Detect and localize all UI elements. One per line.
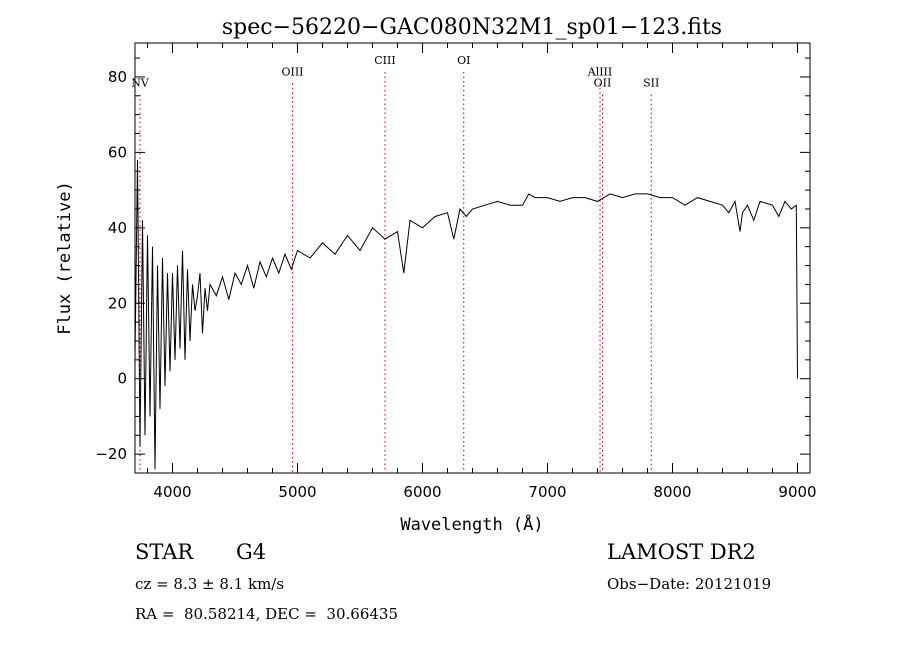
y-tick-label: 0 [117,370,127,388]
object-subclass: G4 [236,540,267,564]
coordinates: RA = 80.58214, DEC = 30.66435 [135,605,399,623]
y-axis-tick-labels: −20 0 20 40 60 80 [95,68,127,463]
y-axis-label: Flux (relative) [55,181,75,335]
plot-frame [134,42,811,474]
redshift-cz: cz = 8.3 ± 8.1 km/s [135,575,285,593]
spectral-line-label: NV [131,77,150,90]
spectral-line-label: OIII [281,65,303,78]
x-tick-label: 6000 [403,483,441,501]
axis-ticks [135,43,810,474]
y-tick-label: −20 [95,445,127,463]
spectral-line-label: OII [594,77,612,90]
y-tick-label: 20 [108,294,127,312]
spectral-line-label: CIII [374,54,395,67]
spectral-line-label: SII [643,77,659,90]
spectral-line-label: AlIII [587,65,613,78]
y-tick-label: 80 [108,68,127,86]
x-axis-label: Wavelength (Å) [400,513,543,535]
x-axis-tick-labels: 4000 5000 6000 7000 8000 9000 [153,483,816,501]
x-tick-label: 9000 [778,483,816,501]
x-tick-label: 5000 [278,483,316,501]
spectrum-series-line [134,159,798,470]
x-tick-label: 4000 [153,483,191,501]
object-class: STAR [135,540,194,564]
chart-title: spec−56220−GAC080N32M1_sp01−123.fits [222,15,722,40]
x-tick-label: 8000 [653,483,691,501]
y-tick-label: 60 [108,143,127,161]
observation-date: Obs−Date: 20121019 [607,575,772,593]
spectral-line-label: OI [457,54,470,67]
y-tick-label: 40 [108,219,127,237]
x-tick-label: 7000 [528,483,566,501]
survey-name: LAMOST DR2 [607,540,756,564]
